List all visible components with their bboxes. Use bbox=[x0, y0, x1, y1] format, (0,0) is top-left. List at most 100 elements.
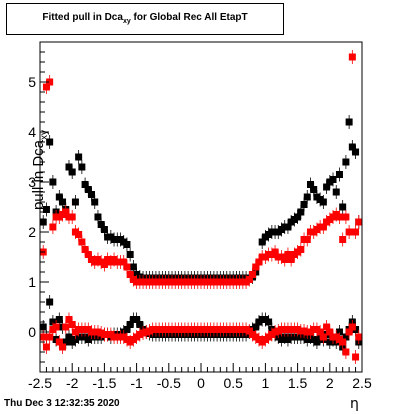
data-point bbox=[42, 83, 50, 91]
data-point bbox=[352, 228, 360, 236]
y-tick-label: 2 bbox=[28, 224, 36, 240]
data-point bbox=[352, 148, 360, 156]
y-tick-label: 4 bbox=[28, 124, 36, 140]
y-axis-label: pull in Dcaxy bbox=[30, 129, 50, 211]
data-point bbox=[84, 186, 92, 193]
data-point bbox=[345, 328, 353, 336]
data-point bbox=[71, 198, 79, 206]
data-point bbox=[252, 323, 260, 331]
data-point bbox=[319, 223, 327, 231]
data-point bbox=[65, 316, 73, 323]
data-point bbox=[345, 118, 353, 126]
data-point bbox=[100, 226, 108, 233]
data-point bbox=[52, 323, 60, 331]
y-tick-label: 0 bbox=[28, 324, 36, 340]
data-point bbox=[42, 206, 50, 213]
data-point bbox=[342, 333, 350, 341]
data-point bbox=[97, 221, 105, 228]
data-point bbox=[310, 186, 318, 193]
x-tick-label: -0.5 bbox=[157, 375, 181, 391]
data-point bbox=[245, 276, 253, 283]
data-point bbox=[126, 271, 134, 278]
data-point bbox=[252, 263, 260, 271]
data-point bbox=[126, 251, 134, 258]
data-point bbox=[75, 153, 83, 161]
y-tick-label: 1 bbox=[28, 274, 36, 290]
data-point bbox=[120, 258, 128, 266]
y-tick-label: 3 bbox=[28, 174, 36, 190]
data-point bbox=[323, 323, 331, 331]
data-point bbox=[78, 238, 86, 246]
data-point bbox=[281, 256, 289, 263]
data-point bbox=[255, 258, 263, 266]
data-point bbox=[297, 246, 305, 253]
data-point bbox=[342, 158, 350, 166]
data-point bbox=[39, 333, 47, 341]
data-point bbox=[342, 213, 350, 221]
data-point bbox=[91, 198, 99, 206]
data-point bbox=[55, 316, 63, 323]
data-point bbox=[59, 198, 67, 206]
x-tick-label: -2 bbox=[66, 375, 79, 391]
data-point bbox=[258, 238, 266, 246]
data-point bbox=[319, 333, 327, 341]
data-point bbox=[68, 321, 76, 328]
data-point bbox=[297, 208, 305, 216]
data-point bbox=[355, 218, 363, 226]
data-point bbox=[335, 328, 343, 336]
data-point bbox=[303, 236, 311, 243]
data-point bbox=[49, 223, 57, 231]
axes-layer: -2.5 -2 -1.5 -1 -0.5 0 0.5 1 1.5 2 2.5 0 1 2 3 4 5 bbox=[28, 41, 372, 391]
data-point bbox=[348, 143, 356, 151]
data-point bbox=[129, 263, 137, 271]
data-point bbox=[88, 191, 96, 198]
title-box: Fitted pull in Dcaxy for Global Rec All … bbox=[6, 3, 284, 35]
data-point bbox=[319, 198, 327, 206]
data-point bbox=[46, 333, 54, 341]
data-point bbox=[126, 321, 134, 328]
data-point bbox=[133, 316, 141, 323]
x-tick-label: -2.5 bbox=[28, 375, 52, 391]
data-point bbox=[335, 171, 343, 178]
data-point bbox=[265, 318, 273, 326]
data-point bbox=[46, 138, 54, 146]
data-point bbox=[49, 318, 57, 326]
data-point bbox=[55, 193, 63, 201]
data-point bbox=[303, 193, 311, 201]
x-tick-label: -1 bbox=[130, 375, 143, 391]
x-tick-label: 2.5 bbox=[352, 375, 372, 391]
data-point bbox=[345, 228, 353, 236]
data-point bbox=[100, 261, 108, 268]
data-point bbox=[62, 323, 70, 331]
x-tick-label: -1.5 bbox=[92, 375, 116, 391]
data-point bbox=[332, 188, 340, 196]
data-point bbox=[62, 208, 70, 216]
data-point bbox=[329, 176, 337, 183]
data-point bbox=[42, 343, 50, 351]
data-point bbox=[284, 251, 292, 258]
markers-layer bbox=[39, 50, 363, 364]
data-point bbox=[81, 246, 89, 253]
data-point bbox=[84, 251, 92, 258]
data-point bbox=[81, 181, 89, 188]
data-point bbox=[316, 328, 324, 336]
data-point bbox=[59, 343, 67, 351]
data-point bbox=[339, 338, 347, 346]
data-point bbox=[339, 236, 347, 243]
y-tick-label: 5 bbox=[28, 74, 36, 90]
x-tick-label: 0 bbox=[197, 375, 205, 391]
data-point bbox=[62, 338, 70, 346]
data-point bbox=[123, 263, 131, 271]
data-point bbox=[352, 353, 360, 361]
data-point bbox=[249, 271, 257, 278]
data-point bbox=[39, 323, 47, 331]
data-point bbox=[342, 348, 350, 356]
data-point bbox=[348, 323, 356, 331]
data-point bbox=[55, 338, 63, 346]
data-point bbox=[294, 213, 302, 221]
data-point bbox=[46, 298, 54, 306]
data-point bbox=[284, 223, 292, 231]
data-point bbox=[78, 163, 86, 171]
data-point bbox=[300, 201, 308, 208]
